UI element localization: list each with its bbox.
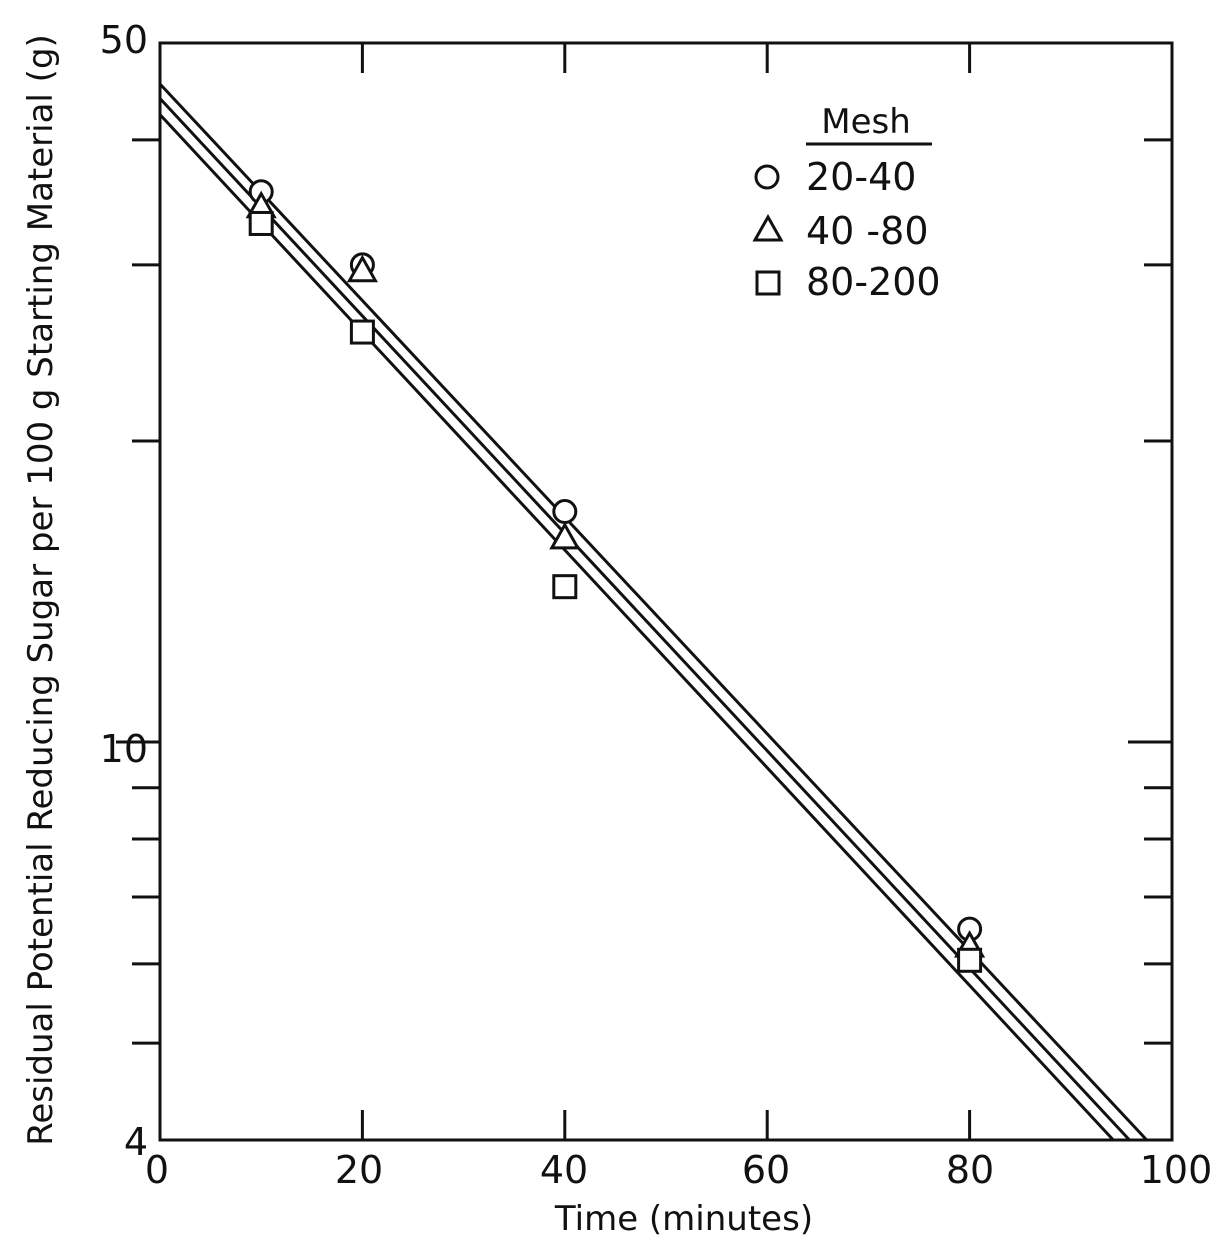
circle-point-2 [552,499,578,525]
square-point-0 [248,210,274,236]
legend-label-80-200: 80-200 [806,260,941,304]
legend-label-20-40: 20-40 [806,155,916,199]
x-tick-label-20: 20 [335,1148,383,1192]
y-tick-label-4: 4 [124,1120,148,1164]
triangle-point-1 [346,254,378,283]
data-markers [245,179,986,973]
plot-frame [158,41,1174,1142]
legend-label-40-80: 40 -80 [806,209,929,253]
y-axis-title: Residual Potential Reducing Sugar per 10… [21,34,61,1146]
x-tick-label-40: 40 [540,1148,588,1192]
x-axis-title: Time (minutes) [554,1199,813,1239]
square-point-1 [349,319,375,345]
x-tick-labels: 0 20 40 60 80 100 [145,1148,1212,1192]
fit-line-circle [158,82,1148,1142]
x-tick-label-80: 80 [946,1148,994,1192]
tick-marks [116,43,1172,1140]
triangle-point-2 [549,521,581,550]
square-point-2 [552,574,578,600]
fit-line-square [158,113,1115,1142]
legend: Mesh 20-40 40 -80 80-200 [752,102,941,304]
legend-title: Mesh [821,102,911,142]
y-tick-label-10: 10 [100,727,148,771]
legend-circle-icon [754,164,780,190]
x-tick-label-100: 100 [1140,1148,1213,1192]
x-tick-label-0: 0 [145,1148,169,1192]
square-point-3 [957,947,983,973]
legend-square-icon [755,270,781,296]
y-tick-labels: 50 10 4 [100,18,148,1164]
fit-line-triangle [158,97,1131,1142]
y-tick-label-50: 50 [100,18,148,62]
x-tick-label-60: 60 [742,1148,790,1192]
fit-lines [158,82,1148,1142]
legend-triangle-icon [752,213,784,242]
